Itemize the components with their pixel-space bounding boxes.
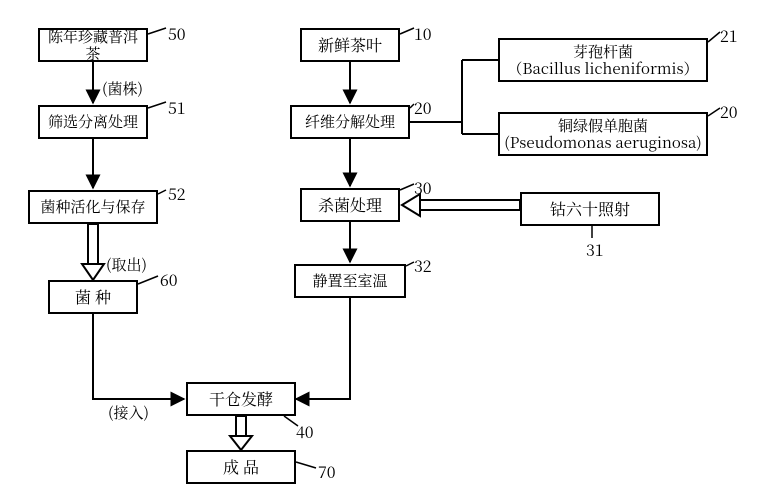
node-label: 杀菌处理 (318, 196, 382, 214)
tag-50: 50 (168, 22, 186, 45)
tag-21: 21 (720, 24, 738, 47)
node-fresh-leaves: 新鲜茶叶 (300, 28, 400, 62)
tag-20: 20 (414, 96, 432, 119)
annot-take: (取出) (106, 254, 147, 275)
tag-32: 32 (414, 254, 432, 277)
node-label: 成 品 (223, 458, 259, 476)
annot-inoc: (接入) (108, 402, 149, 423)
node-label: 筛选分离处理 (48, 113, 138, 130)
node-cool-to-rt: 静置至室温 (294, 264, 406, 298)
node-strain: 菌 种 (48, 280, 138, 314)
annot-strain: (菌株) (102, 78, 143, 99)
node-pseudomonas: 铜绿假单胞菌 (Pseudomonas aeruginosa) (498, 112, 708, 156)
tag-10: 10 (414, 22, 432, 45)
node-label: 静置至室温 (312, 272, 387, 289)
node-label: 纤维分解处理 (305, 113, 395, 130)
tag-30: 30 (414, 176, 432, 199)
node-fiber-decompose: 纤维分解处理 (290, 105, 410, 139)
node-label: 菌 种 (75, 288, 111, 306)
tag-31: 31 (586, 238, 604, 261)
node-bacillus: 芽孢杆菌 （Bacillus licheniformis） (498, 38, 708, 82)
node-label: 陈年珍藏普洱茶 (44, 28, 142, 63)
node-label: 新鲜茶叶 (318, 36, 382, 54)
tag-60: 60 (160, 268, 178, 291)
node-label: 铜绿假单胞菌 (Pseudomonas aeruginosa) (504, 117, 702, 152)
node-activate-preserve: 菌种活化与保存 (28, 190, 158, 224)
node-label: 干仓发酵 (209, 390, 273, 408)
tag-40: 40 (296, 420, 314, 443)
tag-70: 70 (318, 460, 336, 483)
node-label: 菌种活化与保存 (40, 198, 145, 215)
node-product: 成 品 (186, 450, 296, 484)
node-screen-separate: 筛选分离处理 (38, 105, 148, 139)
tag-20b: 20 (720, 100, 738, 123)
node-label: 钴六十照射 (550, 200, 630, 218)
flowchart-stage: 陈年珍藏普洱茶 筛选分离处理 菌种活化与保存 菌 种 新鲜茶叶 纤维分解处理 杀… (0, 0, 765, 500)
tag-51: 51 (168, 96, 186, 119)
node-co60: 钴六十照射 (520, 192, 660, 226)
tag-52: 52 (168, 182, 186, 205)
node-sterilize: 杀菌处理 (300, 188, 400, 222)
node-label: 芽孢杆菌 （Bacillus licheniformis） (507, 43, 698, 78)
node-aged-puer: 陈年珍藏普洱茶 (38, 28, 148, 62)
node-dry-ferment: 干仓发酵 (186, 382, 296, 416)
